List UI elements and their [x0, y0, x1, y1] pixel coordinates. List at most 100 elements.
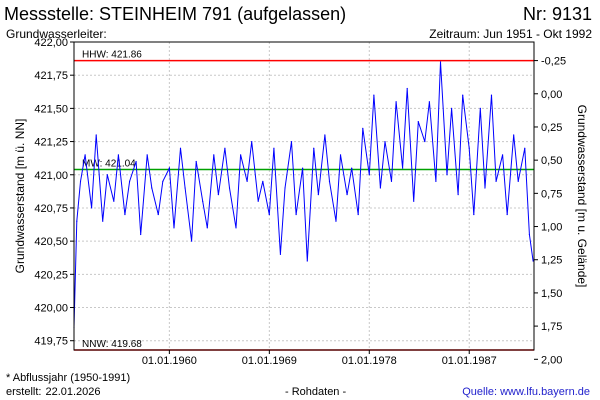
data-point: [295, 213, 297, 216]
data-point: [84, 154, 86, 156]
data-point: [328, 180, 331, 182]
data-point: [462, 94, 464, 96]
created-label: erstellt:: [6, 386, 42, 398]
y2-tick-label: 2,00: [541, 354, 562, 366]
data-point: [528, 233, 530, 236]
groundwater-series-line: [73, 61, 534, 328]
data-point: [513, 134, 515, 136]
data-point: [257, 200, 259, 202]
y2-tick-label: 0,00: [541, 89, 562, 101]
period-label: Zeitraum: Jun 1951 - Okt 1992: [429, 27, 592, 41]
data-point: [273, 147, 275, 149]
source-link[interactable]: Quelle: www.lfu.bayern.de: [462, 386, 590, 398]
data-point: [524, 147, 526, 149]
x-tick-label: 01.01.1978: [342, 355, 397, 367]
data-point: [506, 213, 508, 216]
data-point: [532, 260, 534, 262]
data-point: [457, 194, 459, 196]
axes: 419,75 420,00 420,25 420,50 420,75 421,00 421,…: [34, 37, 566, 367]
x-tick-label: 01.01.1969: [242, 355, 297, 367]
data-point: [439, 61, 442, 63]
data-point: [384, 140, 386, 143]
y-tick-label: 420,50: [34, 236, 68, 248]
y-tick-label: 421,00: [34, 170, 68, 182]
raw-data-label: - Rohdaten -: [285, 386, 347, 398]
data-point: [517, 180, 519, 182]
nnw-label: NNW: 419.68: [82, 339, 142, 350]
data-point: [79, 180, 82, 182]
data-point: [351, 167, 353, 169]
data-point: [95, 134, 97, 136]
data-point: [490, 94, 493, 96]
data-point: [190, 240, 193, 242]
y-tick-label: 421,50: [34, 103, 68, 115]
created-info: erstellt: 22.01.2026: [6, 386, 105, 398]
data-point: [313, 147, 315, 149]
data-point: [451, 107, 453, 109]
data-point: [268, 213, 270, 216]
data-point: [417, 121, 419, 123]
data-point: [235, 227, 237, 229]
data-point: [168, 167, 170, 169]
page-title: Messstelle: STEINHEIM 791 (aufgelassen): [4, 4, 347, 24]
data-point: [390, 180, 393, 182]
data-point: [195, 160, 197, 163]
y-tick-label: 421,75: [34, 70, 68, 82]
data-point: [368, 174, 370, 176]
y2-tick-label: 1,00: [541, 222, 562, 234]
data-point: [324, 134, 326, 136]
y2-axis-label: Grundwasserstand [m u. Gelände]: [575, 105, 589, 288]
data-point: [124, 213, 126, 216]
data-point: [228, 187, 231, 189]
y-tick-label: 421,25: [34, 137, 68, 149]
data-point: [113, 200, 115, 202]
data-point: [146, 154, 148, 156]
data-point: [290, 140, 293, 143]
data-point: [128, 180, 131, 182]
data-point: [279, 253, 282, 256]
data-point: [140, 233, 142, 236]
data-point: [306, 260, 308, 262]
series-layer: [73, 61, 534, 329]
y2-tick-label: 0,50: [541, 155, 562, 167]
data-point: [117, 154, 120, 156]
data-point: [162, 180, 164, 182]
data-point: [495, 180, 497, 182]
data-point: [302, 167, 304, 169]
aquifer-label: Grundwasserleiter:: [6, 27, 107, 41]
data-point: [473, 213, 475, 216]
data-point: [240, 154, 242, 156]
data-point: [151, 187, 153, 189]
y-tick-label: 420,25: [34, 269, 68, 281]
y-tick-label: 420,00: [34, 303, 68, 315]
data-point: [224, 147, 226, 149]
data-point: [501, 154, 504, 156]
data-point: [91, 207, 93, 209]
x-tick-label: 01.01.1960: [142, 355, 197, 367]
data-point: [402, 167, 404, 169]
data-point: [484, 187, 486, 189]
data-point: [184, 187, 186, 189]
data-point: [76, 220, 78, 222]
data-point: [135, 160, 137, 163]
y-tick-label: 419,75: [34, 336, 68, 348]
data-point: [346, 194, 348, 196]
y-tick-label: 420,75: [34, 203, 68, 215]
data-point: [479, 107, 481, 109]
data-point: [395, 101, 397, 103]
data-point: [406, 87, 408, 90]
y2-tick-label: 0,25: [541, 122, 562, 134]
data-point: [428, 101, 430, 103]
data-point: [246, 180, 248, 182]
data-point: [213, 154, 215, 156]
data-point: [373, 94, 375, 96]
data-point: [217, 194, 220, 196]
created-date: 22.01.2026: [45, 386, 101, 398]
data-point: [106, 174, 108, 176]
y2-tick-label: 1,50: [541, 288, 562, 300]
data-point: [284, 187, 286, 189]
data-point: [202, 200, 204, 202]
data-point: [157, 213, 159, 216]
mw-label: MW: 421.04: [82, 158, 136, 169]
